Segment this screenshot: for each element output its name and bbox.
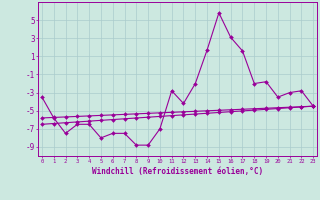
X-axis label: Windchill (Refroidissement éolien,°C): Windchill (Refroidissement éolien,°C) [92, 167, 263, 176]
